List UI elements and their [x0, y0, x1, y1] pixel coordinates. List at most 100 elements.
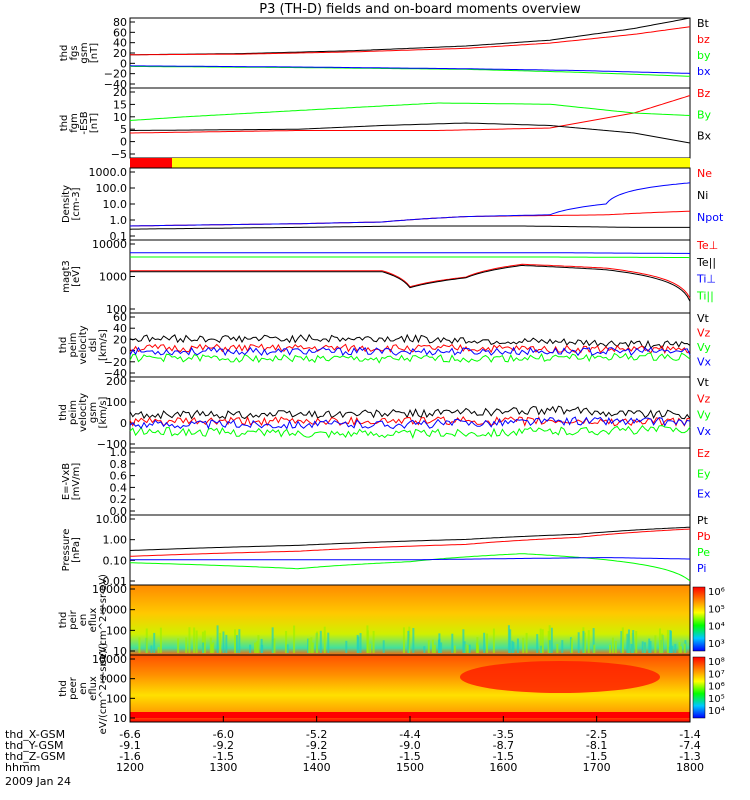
- legend-entry: bz: [697, 33, 710, 46]
- panel-7: 1.00.80.60.40.20.0 E=-VxB[mV/m] Ez Ey Ex: [61, 446, 711, 518]
- heatmap-streak: [209, 637, 212, 653]
- heatmap-streak: [327, 632, 330, 653]
- y-tick-label: 100: [106, 396, 127, 409]
- y-axis-label: thdfgm-ESB[nT]: [59, 111, 100, 134]
- y-tick-label: 0: [120, 417, 127, 430]
- colorbar-10: [692, 656, 706, 719]
- heatmap-streak: [632, 630, 635, 653]
- x-row-value: 1400: [303, 761, 331, 774]
- series-line-bx: [129, 65, 691, 74]
- y-tick-label: 10000: [92, 238, 127, 251]
- legend-entry: Ne: [697, 167, 712, 180]
- heatmap-streak: [593, 644, 596, 653]
- heatmap-streak: [630, 643, 633, 653]
- heatmap-streak: [583, 632, 586, 653]
- heatmap-streak: [570, 638, 573, 653]
- heatmap-streak: [671, 645, 674, 653]
- y-tick-label: 0.0: [110, 505, 128, 518]
- x-row-value: 1700: [583, 761, 611, 774]
- legend-entry: Te⊥: [696, 239, 718, 252]
- series-line-By: [129, 102, 691, 121]
- y-tick-label: −40: [104, 78, 127, 91]
- y-axis-label: E=-VxB[mV/m]: [61, 463, 82, 501]
- heatmap-streak: [225, 634, 228, 653]
- y-tick-label: 1.00: [103, 534, 128, 547]
- heatmap-streak: [654, 635, 657, 653]
- heatmap-streak: [509, 629, 512, 653]
- heatmap-streak: [635, 631, 638, 653]
- y-tick-label: 5: [120, 123, 127, 136]
- chart-title: P3 (TH-D) fields and on-board moments ov…: [259, 2, 581, 17]
- y-tick-label: 0.4: [110, 481, 128, 494]
- heatmap-streak: [451, 633, 454, 653]
- panel-2: [130, 158, 690, 168]
- heatmap-streak: [202, 642, 205, 653]
- heatmap-streak: [658, 628, 661, 653]
- x-row-value: -9.2: [213, 739, 234, 752]
- heatmap-streak: [492, 628, 495, 653]
- series-line-Pe: [129, 553, 691, 582]
- heatmap-streak: [661, 633, 664, 653]
- y-tick-label: −20: [104, 356, 127, 369]
- y-tick-label: 10: [113, 712, 127, 725]
- heatmap-streak: [188, 627, 191, 653]
- x-row-value: 1200: [116, 761, 144, 774]
- heatmap-low-band: [130, 712, 690, 718]
- panel-6: 200 100 0 −100 thdpeimvelocitygsm[km/s] Vt Vz V…: [58, 375, 712, 451]
- heatmap-streak: [238, 629, 241, 653]
- y-axis-label: thdpeimvelocitygsm[km/s]: [58, 393, 109, 432]
- legend-entry: Vx: [697, 425, 712, 438]
- heatmap-streak: [536, 634, 539, 653]
- panel-8: 10.00 1.00 0.10 0.01 Pressure[nPa] Pt Pb Pe Pi: [61, 513, 711, 588]
- y-axis-label: magt3[eV]: [61, 260, 82, 293]
- legend-entry: Pt: [697, 514, 709, 527]
- legend-entry: by: [697, 49, 711, 62]
- heatmap-streak: [323, 626, 326, 653]
- x-row-value: 1600: [489, 761, 517, 774]
- legend-entry: Pe: [697, 546, 710, 559]
- heatmap-streak: [138, 637, 141, 653]
- panel-frame: [129, 17, 691, 89]
- y-tick-label: 1.0: [110, 446, 128, 459]
- x-row-value: -3.5: [493, 728, 514, 741]
- y-axis-label: thdpeirenefluxeV/(cm^2-s-sr-eV): [58, 574, 109, 666]
- heatmap-streak: [609, 644, 612, 653]
- colorbar-label: 10⁵: [708, 604, 725, 615]
- x-row-value: -9.2: [306, 739, 327, 752]
- heatmap-streak: [683, 643, 686, 653]
- series-line-Vt: [129, 333, 691, 350]
- heatmap-streak: [210, 644, 213, 653]
- series-line-Vy: [129, 424, 691, 440]
- y-tick-label: 20: [113, 47, 127, 60]
- heatmap-streak: [254, 642, 257, 653]
- x-row-value: -6.0: [213, 728, 234, 741]
- y-tick-label: 15: [113, 98, 127, 111]
- heatmap-streak: [648, 638, 651, 653]
- heatmap-streak: [440, 642, 443, 653]
- heatmap-streak: [539, 628, 542, 653]
- x-row-value: -1.5: [399, 750, 420, 763]
- mode-bar-yellow: [172, 158, 690, 168]
- y-tick-label: 0.10: [103, 554, 128, 567]
- legend-entry: Vx: [697, 356, 712, 369]
- heatmap-streak: [516, 638, 519, 653]
- heatmap-streak: [468, 644, 471, 653]
- panel-frame: [129, 87, 691, 159]
- y-axis-label: Pressure[nPa]: [61, 529, 82, 572]
- panel-4: 10000 1000 100 magt3[eV] Te⊥ Te|| Ti⊥ Ti||: [61, 238, 718, 316]
- mode-bar-red: [130, 158, 172, 168]
- legend-entry: Ti||: [696, 289, 714, 302]
- heatmap-streak: [466, 645, 469, 653]
- heatmap-hot-region: [460, 661, 660, 693]
- series-line-Ni: [129, 225, 690, 230]
- y-tick-label: 0.01: [103, 575, 128, 588]
- heatmap-streak: [475, 642, 478, 653]
- heatmap-streak: [541, 629, 544, 653]
- series-line-Vy: [129, 352, 691, 364]
- y-tick-label: 100.0: [96, 182, 128, 195]
- heatmap-streak: [643, 642, 646, 653]
- heatmap-streak: [145, 628, 148, 653]
- y-tick-label: 20: [113, 86, 127, 99]
- x-row-value: -1.4: [679, 728, 700, 741]
